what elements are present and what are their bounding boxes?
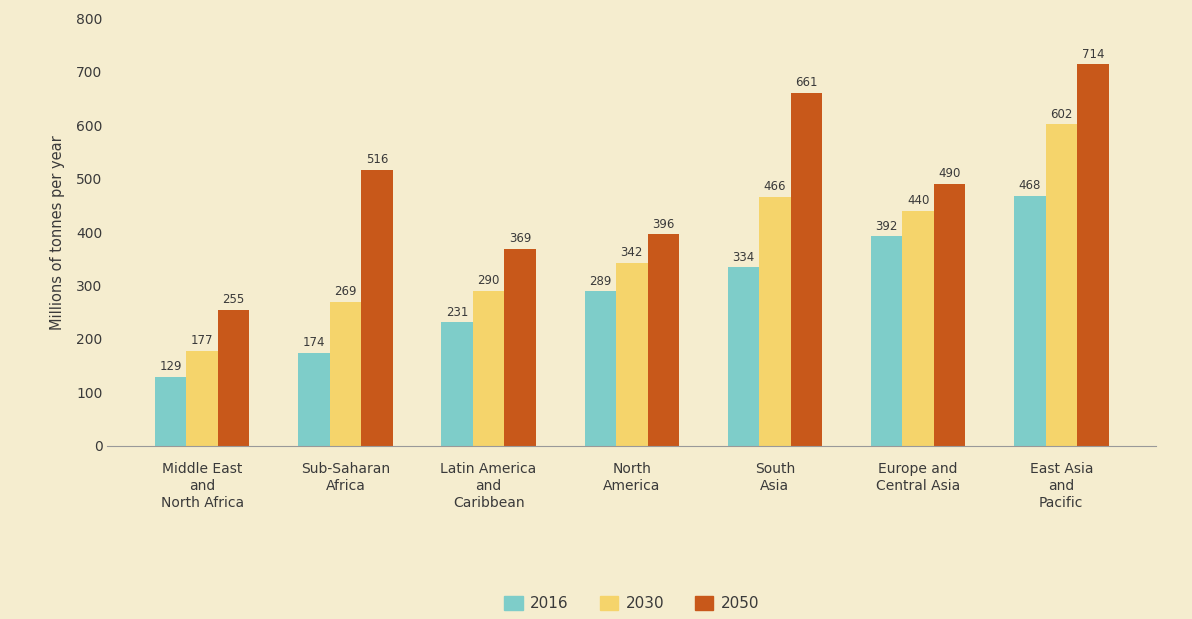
Bar bbox=[155, 377, 186, 446]
Bar bbox=[1078, 64, 1109, 446]
Bar bbox=[933, 184, 966, 446]
Text: 289: 289 bbox=[589, 275, 611, 288]
Bar bbox=[473, 291, 504, 446]
Text: 661: 661 bbox=[795, 76, 818, 89]
Bar bbox=[647, 234, 679, 446]
Bar bbox=[727, 267, 759, 446]
Text: 440: 440 bbox=[907, 194, 930, 207]
Legend: 2016, 2030, 2050: 2016, 2030, 2050 bbox=[498, 590, 765, 617]
Text: 369: 369 bbox=[509, 232, 532, 245]
Text: 602: 602 bbox=[1050, 108, 1073, 121]
Bar bbox=[616, 263, 647, 446]
Bar bbox=[1045, 124, 1078, 446]
Bar bbox=[361, 170, 392, 446]
Bar bbox=[330, 302, 361, 446]
Bar bbox=[298, 353, 330, 446]
Text: 392: 392 bbox=[875, 220, 898, 233]
Text: 177: 177 bbox=[191, 334, 213, 347]
Text: 516: 516 bbox=[366, 154, 389, 167]
Text: 334: 334 bbox=[732, 251, 755, 264]
Bar bbox=[441, 322, 473, 446]
Text: 342: 342 bbox=[621, 246, 642, 259]
Text: 466: 466 bbox=[764, 180, 787, 193]
Text: 255: 255 bbox=[223, 293, 244, 306]
Text: 490: 490 bbox=[938, 167, 961, 180]
Text: 714: 714 bbox=[1081, 48, 1104, 61]
Bar bbox=[1014, 196, 1045, 446]
Text: 468: 468 bbox=[1019, 179, 1041, 192]
Y-axis label: Millions of tonnes per year: Millions of tonnes per year bbox=[50, 135, 64, 329]
Bar bbox=[902, 210, 933, 446]
Bar bbox=[504, 249, 536, 446]
Text: 231: 231 bbox=[446, 306, 468, 319]
Bar bbox=[186, 351, 218, 446]
Bar bbox=[759, 197, 790, 446]
Text: 129: 129 bbox=[160, 360, 182, 373]
Bar bbox=[790, 93, 822, 446]
Text: 269: 269 bbox=[334, 285, 356, 298]
Bar bbox=[871, 236, 902, 446]
Bar bbox=[218, 310, 249, 446]
Bar bbox=[584, 292, 616, 446]
Text: 174: 174 bbox=[303, 336, 325, 349]
Text: 396: 396 bbox=[652, 217, 675, 230]
Text: 290: 290 bbox=[477, 274, 499, 287]
